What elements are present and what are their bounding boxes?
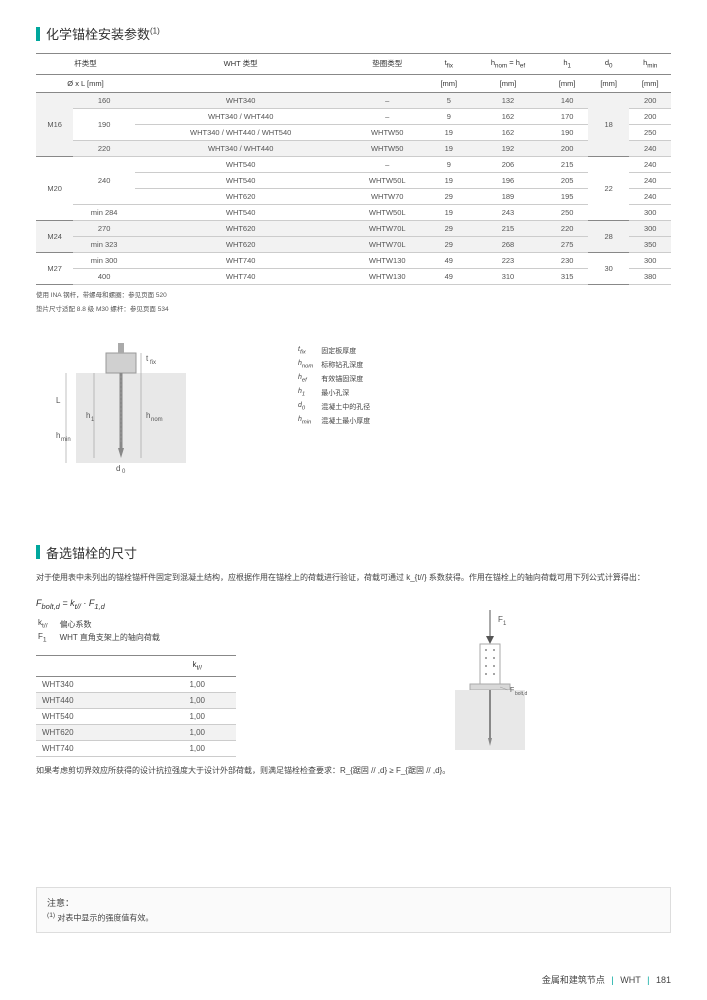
kv-row: WHT5401,00 bbox=[36, 709, 236, 725]
svg-text:L: L bbox=[56, 396, 61, 405]
th2-c6: [mm] bbox=[588, 74, 630, 92]
page-footer: 金属和建筑节点 | WHT | 181 bbox=[542, 973, 671, 986]
table-row: M27min 300WHT740WHTW1304922323030300 bbox=[36, 252, 671, 268]
svg-text:nom: nom bbox=[151, 417, 163, 423]
th-pole-type: 杆类型 bbox=[36, 54, 135, 75]
legend-row: d0混凝土中的孔径 bbox=[298, 401, 376, 413]
footer-mid: WHT bbox=[620, 975, 640, 985]
legend-table: tfix固定板厚度 hnom标称钻孔深度 hef有效锚固深度 h1最小孔深 d0混凝土中… bbox=[296, 343, 378, 429]
legend-f-sym: F1 bbox=[38, 632, 58, 644]
svg-text:d: d bbox=[116, 464, 120, 473]
kv-h2: kt// bbox=[158, 656, 236, 677]
table-row: 400WHT740WHTW13049310315380 bbox=[36, 268, 671, 284]
section1-title-sup: (1) bbox=[150, 27, 160, 36]
svg-text:F: F bbox=[510, 687, 514, 694]
table-row: 190WHT340 / WHT440–9162170200 bbox=[36, 108, 671, 124]
th-wht-type: WHT 类型 bbox=[135, 54, 346, 75]
table-row: M20240WHT540–920621522240 bbox=[36, 156, 671, 172]
th2-dim: Ø x L [mm] bbox=[36, 74, 135, 92]
th-h1: h1 bbox=[546, 54, 588, 75]
th2-c2 bbox=[346, 74, 428, 92]
svg-text:h: h bbox=[56, 431, 60, 440]
legend-f-txt: WHT 直角支架上的轴向荷载 bbox=[60, 632, 160, 644]
title-accent-bar bbox=[36, 27, 40, 41]
footer-page: 181 bbox=[656, 975, 671, 985]
symbol-legend: kt//偏心系数 F1WHT 直角支架上的轴向荷载 bbox=[36, 616, 162, 645]
th2-c7: [mm] bbox=[629, 74, 671, 92]
title-accent-bar-2 bbox=[36, 545, 40, 559]
coefficient-table: kt// WHT3401,00WHT4401,00WHT5401,00WHT62… bbox=[36, 655, 236, 757]
section2-title-text: 备选锚栓的尺寸 bbox=[46, 543, 137, 562]
table-row: 220WHT340 / WHT440WHTW5019192200240 bbox=[36, 140, 671, 156]
note-title: 注意： bbox=[47, 896, 660, 909]
legend-k-sym: kt// bbox=[38, 618, 58, 630]
footer-left: 金属和建筑节点 bbox=[542, 975, 605, 985]
section2-title: 备选锚栓的尺寸 bbox=[36, 543, 671, 562]
th-hnom: hnom = hef bbox=[470, 54, 547, 75]
note-box: 注意： (1) (1) 对表中显示的强度值有效。对表中显示的强度值有效。 bbox=[36, 887, 671, 933]
th2-c4: [mm] bbox=[470, 74, 547, 92]
note-line-visible: 对表中显示的强度值有效。 bbox=[57, 914, 153, 923]
legend-row: h1最小孔深 bbox=[298, 387, 376, 399]
svg-text:1: 1 bbox=[503, 621, 507, 627]
table-row: min 323WHT620WHTW70L29268275350 bbox=[36, 236, 671, 252]
legend-row: hnom标称钻孔深度 bbox=[298, 359, 376, 371]
parameters-table: 杆类型 WHT 类型 垫圈类型 tfix hnom = hef h1 d0 hm… bbox=[36, 53, 671, 285]
note-line: (1) (1) 对表中显示的强度值有效。对表中显示的强度值有效。 bbox=[47, 912, 660, 924]
section2-para2: 如果考虑剪切界效应所获得的设计抗拉强度大于设计外部荷载，则满足锚栓检查要求：R_… bbox=[36, 765, 671, 777]
kv-h1 bbox=[36, 656, 158, 677]
svg-text:h: h bbox=[86, 411, 90, 420]
section1-title-text: 化学锚栓安装参数(1) bbox=[46, 24, 160, 43]
footnote-1: 使用 INA 钢杆，带螺母和螺圈：参见页面 520 bbox=[36, 289, 671, 299]
table-row: M16160WHT340–513214018200 bbox=[36, 92, 671, 108]
svg-text:h: h bbox=[146, 411, 150, 420]
footnote-2: 垫片尺寸适配 8.8 级 M30 螺杆：参见页面 534 bbox=[36, 303, 671, 313]
section2-formula: Fbolt,d = kt// · F1,d bbox=[36, 598, 671, 611]
diagram-row: L hmin h1 tfix hnom d0 tfix固定板厚度 hnom标称钻孔… bbox=[36, 343, 671, 473]
legend-k-txt: 偏心系数 bbox=[60, 618, 160, 630]
th2-c1 bbox=[135, 74, 346, 92]
th2-c3: [mm] bbox=[428, 74, 470, 92]
force-diagram: F1 Fbolt,d bbox=[430, 610, 550, 760]
kv-row: WHT4401,00 bbox=[36, 693, 236, 709]
legend-row: hef有效锚固深度 bbox=[298, 373, 376, 385]
kv-row: WHT6201,00 bbox=[36, 725, 236, 741]
footer-sep2: | bbox=[647, 975, 649, 985]
kv-row: WHT7401,00 bbox=[36, 741, 236, 757]
th-d0: d0 bbox=[588, 54, 630, 75]
kv-row: WHT3401,00 bbox=[36, 677, 236, 693]
svg-text:0: 0 bbox=[122, 469, 126, 473]
section1-title-label: 化学锚栓安装参数 bbox=[46, 27, 150, 42]
legend-row: tfix固定板厚度 bbox=[298, 345, 376, 357]
svg-text:t: t bbox=[146, 354, 149, 363]
table-row: M24270WHT620WHTW70L2921522028300 bbox=[36, 220, 671, 236]
legend-row: hmin混凝土最小厚度 bbox=[298, 415, 376, 427]
section1-title: 化学锚栓安装参数(1) bbox=[36, 24, 671, 43]
svg-text:bolt,d: bolt,d bbox=[515, 691, 527, 697]
th-hmin: hmin bbox=[629, 54, 671, 75]
section2-para1: 对于使用表中未列出的锚栓锚杆件固定到混凝土结构，应根据作用在锚栓上的荷载进行验证… bbox=[36, 572, 671, 584]
anchor-diagram: L hmin h1 tfix hnom d0 bbox=[36, 343, 216, 473]
th-washer-type: 垫圈类型 bbox=[346, 54, 428, 75]
th2-c5: [mm] bbox=[546, 74, 588, 92]
th-tfix: tfix bbox=[428, 54, 470, 75]
svg-text:fix: fix bbox=[150, 360, 156, 366]
footer-sep1: | bbox=[611, 975, 613, 985]
table-row: min 284WHT540WHTW50L19243250300 bbox=[36, 204, 671, 220]
